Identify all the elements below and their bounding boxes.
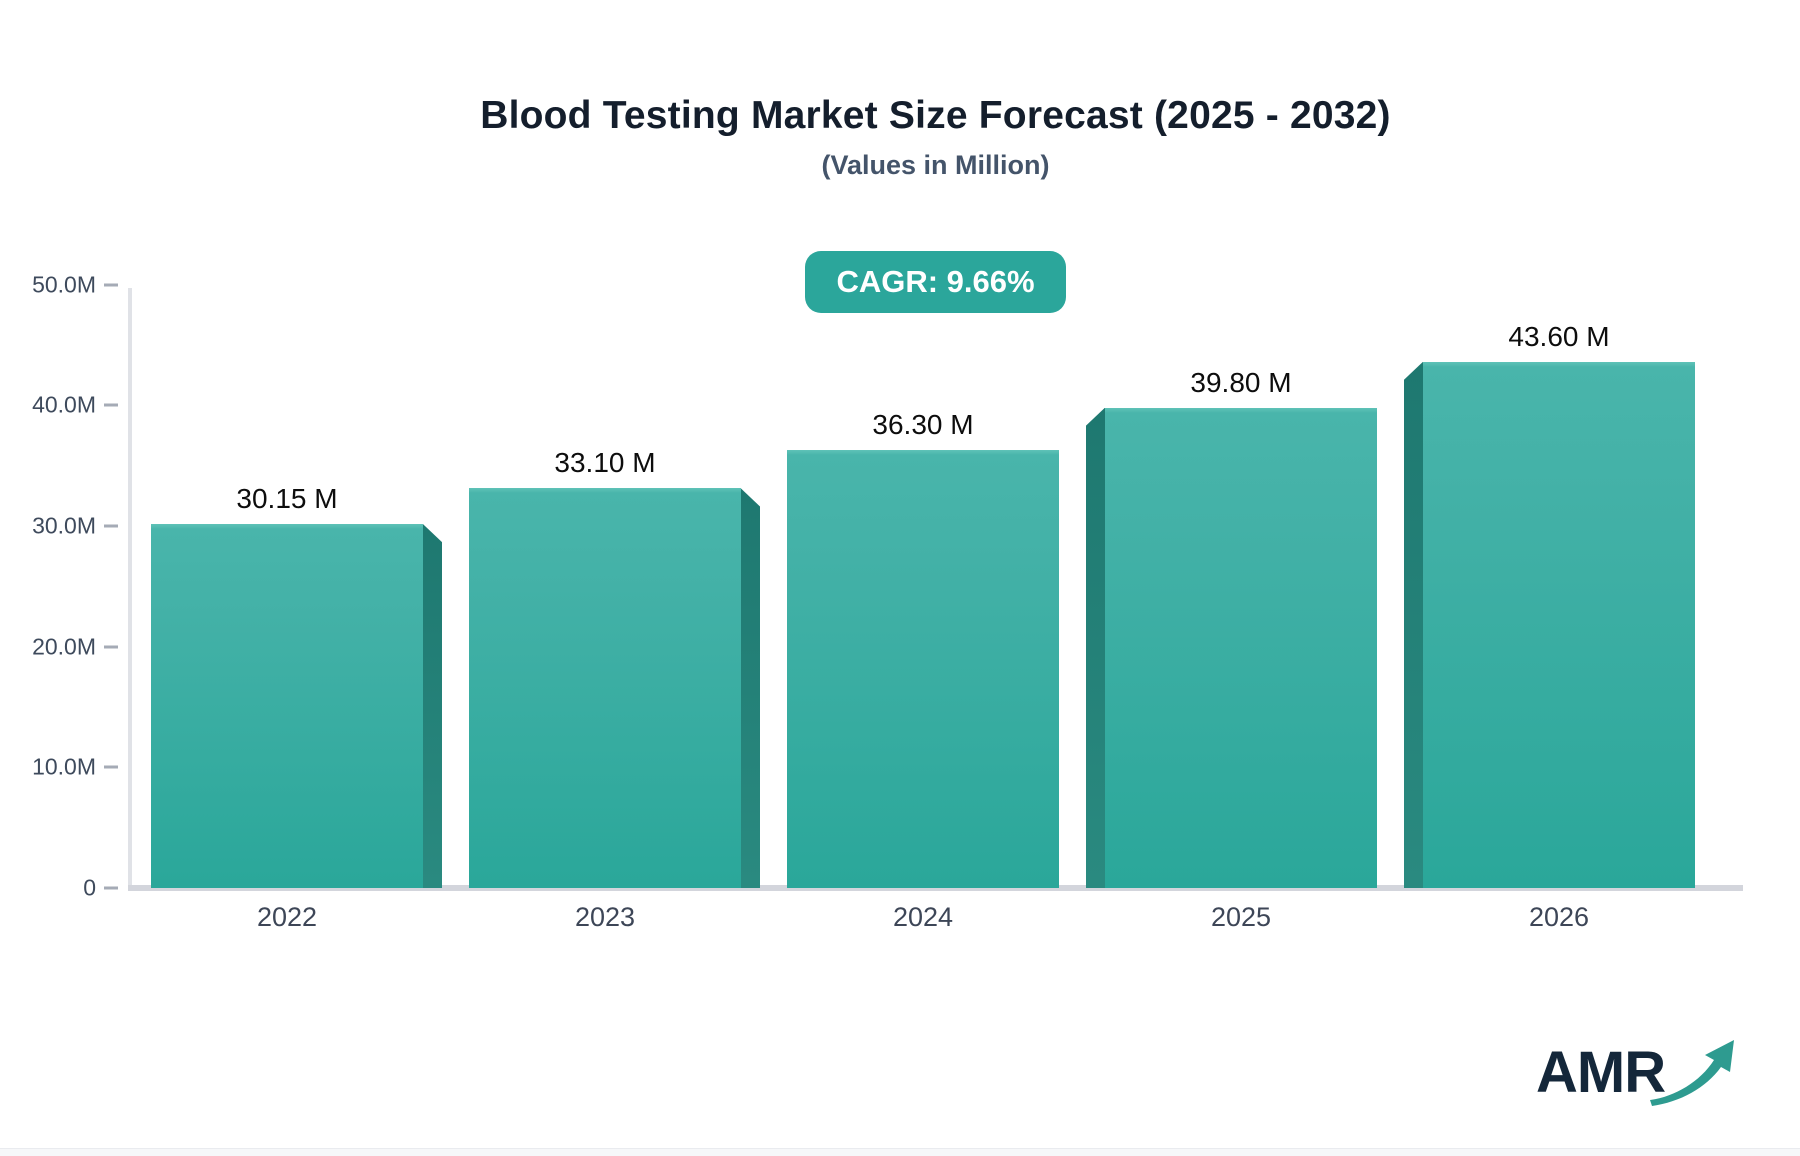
bar-2022	[151, 524, 423, 888]
y-tick-label: 30.0M	[32, 512, 96, 539]
bar-2025	[1105, 407, 1377, 888]
chart-title: Blood Testing Market Size Forecast (2025…	[480, 94, 1391, 137]
cagr-badge-row: CAGR: 9.66%	[128, 251, 1743, 313]
bar-2024	[787, 449, 1059, 888]
y-tick-mark	[104, 403, 118, 407]
y-tick-mark	[104, 765, 118, 769]
y-tick-label: 10.0M	[32, 753, 96, 780]
amr-logo-text: AMR	[1536, 1040, 1666, 1105]
amr-logo: AMR	[1536, 1030, 1734, 1116]
bar-2023	[469, 488, 741, 888]
x-tick-label: 2024	[892, 902, 954, 932]
chart-subtitle: (Values in Million)	[821, 150, 1050, 180]
cagr-badge: CAGR: 9.66%	[805, 251, 1066, 313]
y-tick-label: 50.0M	[32, 271, 96, 297]
bar-3d-side	[741, 488, 760, 888]
bar-value-label: 33.10 M	[554, 447, 656, 479]
bar-value-label: 39.80 M	[1190, 366, 1292, 398]
y-tick-mark	[104, 886, 118, 890]
bar-3d-side	[1404, 361, 1423, 888]
bar-3d-side	[423, 524, 442, 888]
x-tick-label: 2025	[1210, 902, 1272, 932]
x-tick-label: 2026	[1528, 902, 1590, 932]
y-axis-line	[128, 288, 132, 888]
growth-arrow-icon	[1650, 1040, 1734, 1106]
y-tick-label: 20.0M	[32, 633, 96, 660]
x-tick-label: 2022	[256, 902, 318, 932]
bar-2026	[1423, 361, 1695, 888]
y-tick-mark	[104, 283, 118, 286]
bar-value-label: 36.30 M	[872, 408, 974, 440]
y-tick-mark	[104, 524, 118, 528]
bar-3d-side	[1086, 407, 1105, 888]
y-tick-label: 40.0M	[32, 391, 96, 418]
bar-value-label: 30.15 M	[236, 483, 338, 515]
y-tick-label: 0	[83, 874, 96, 901]
x-axis-baseline	[128, 885, 1743, 891]
page-bottom-strip	[0, 1148, 1800, 1156]
bar-value-label: 43.60 M	[1508, 320, 1610, 352]
x-tick-label: 2023	[574, 902, 636, 932]
y-tick-mark	[104, 645, 118, 649]
